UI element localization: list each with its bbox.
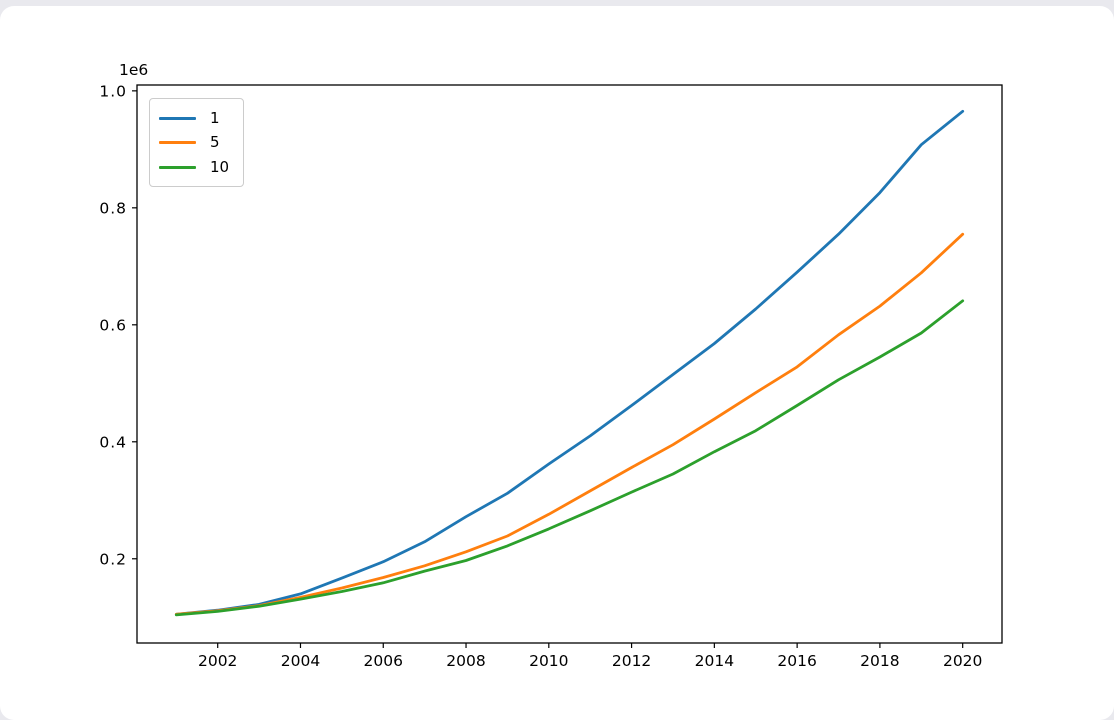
legend-entry: 1 [150, 108, 243, 127]
legend-line-swatch [159, 141, 196, 144]
legend-label: 1 [210, 108, 220, 127]
chart-legend: 1 5 10 [149, 98, 244, 187]
legend-entry: 10 [150, 157, 243, 176]
legend-entry: 5 [150, 135, 243, 150]
legend-label: 10 [210, 157, 230, 176]
legend-line-swatch [159, 165, 196, 169]
legend-line-swatch [159, 116, 196, 120]
legend-label: 5 [210, 133, 220, 151]
